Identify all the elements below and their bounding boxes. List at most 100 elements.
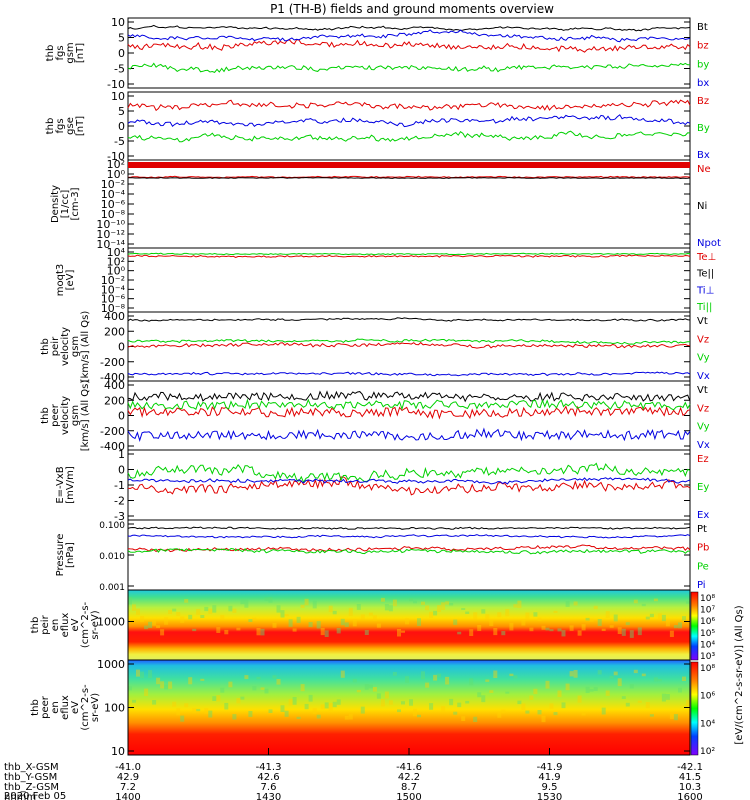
- colorbar-tick: 10⁸: [700, 664, 715, 674]
- pispec-texture: [136, 608, 140, 615]
- pespec-texture: [184, 703, 189, 708]
- pispec-texture: [581, 624, 586, 631]
- pespec-texture: [240, 696, 245, 700]
- y-tick-label: 10⁻⁴: [101, 283, 126, 296]
- y-axis-label: sr-eV): [90, 693, 101, 722]
- xaxis-value: -41.3: [256, 762, 282, 773]
- pespec-texture: [212, 696, 217, 701]
- y-axis-label: [mV/m]: [65, 466, 76, 504]
- pispec-texture: [669, 630, 674, 637]
- pispec-texture: [405, 618, 409, 625]
- y-tick-label: 0: [118, 120, 125, 133]
- pespec-texture: [364, 684, 369, 690]
- pispec-texture: [549, 629, 554, 632]
- y-axis-label: thb: [40, 407, 51, 424]
- pispec-texture: [332, 610, 337, 615]
- pispec-texture: [224, 629, 229, 635]
- panel-pivel: 400 200 0 -200 -400 thb peir velocity gsm [km/s] …: [40, 310, 710, 384]
- pespec-texture: [392, 672, 397, 676]
- legend-ti⊥: Ti⊥: [696, 285, 714, 296]
- colorbar-elec: 10⁸ 10⁶ 10⁴ 10²: [690, 661, 715, 757]
- xaxis-value: 1430: [256, 792, 281, 800]
- pespec-texture: [517, 700, 522, 705]
- xaxis-value: 42.9: [117, 772, 139, 783]
- xaxis-value: 41.5: [679, 772, 701, 783]
- pespec-texture: [641, 673, 646, 677]
- pespec-texture: [176, 708, 181, 716]
- legend-pe: Pe: [697, 561, 709, 572]
- pispec-texture: [469, 629, 474, 636]
- y-axis-label: velocity: [60, 396, 71, 435]
- pespec-texture: [360, 706, 365, 714]
- pispec-texture: [625, 622, 630, 626]
- legend-ni: Ni: [697, 201, 707, 212]
- pispec-texture: [252, 617, 257, 621]
- y-axis-label: [km/s] (All Qs): [80, 311, 91, 383]
- series-fgs_gsm-bx: [127, 29, 691, 43]
- pespec-texture: [284, 710, 289, 717]
- series-pivel-vx: [127, 371, 691, 377]
- pispec-texture: [264, 597, 269, 601]
- pispec-texture: [425, 605, 430, 611]
- y-axis-label: peir: [40, 614, 51, 634]
- y-tick-label: 10⁻¹²: [96, 228, 125, 241]
- pespec-texture: [637, 700, 642, 703]
- xaxis-value: -41.9: [537, 762, 563, 773]
- pespec-texture: [332, 701, 337, 708]
- pispec-texture: [453, 619, 458, 625]
- pespec-texture: [188, 677, 193, 685]
- y-tick-label: 10⁻¹⁰: [96, 218, 125, 231]
- y-axis-label: thb: [45, 118, 56, 135]
- pespec-texture: [497, 711, 502, 718]
- pispec-texture: [541, 625, 546, 630]
- pespec-texture: [180, 715, 185, 722]
- pespec-texture: [316, 714, 321, 719]
- pespec-texture: [645, 702, 650, 709]
- y-tick-label: 100: [104, 702, 125, 715]
- colorbar-tick: 10⁸: [700, 594, 715, 604]
- xaxis-value: 1530: [537, 792, 562, 800]
- pispec-texture: [316, 621, 321, 629]
- pispec-texture: [128, 597, 132, 605]
- pespec-texture: [425, 682, 430, 688]
- pispec-texture: [168, 610, 173, 614]
- y-axis-label: fgs: [55, 118, 66, 133]
- y-axis-label: [eV]: [65, 270, 76, 291]
- pespec-texture: [320, 704, 325, 710]
- legend-vx: Vx: [697, 371, 710, 382]
- colorbar-tick: 10⁷: [700, 606, 715, 616]
- pispec-texture: [561, 630, 566, 637]
- y-axis-label: moqt3: [55, 264, 66, 297]
- y-tick-label: 10⁻²: [101, 274, 125, 287]
- pispec-texture: [621, 628, 626, 636]
- y-tick-label: 200: [104, 325, 125, 338]
- y-axis-label: peer: [40, 695, 51, 719]
- y-axis-label: peir: [50, 336, 61, 356]
- y-tick-label: -1: [114, 479, 125, 492]
- pespec-texture: [613, 671, 618, 676]
- legend-vy: Vy: [697, 422, 710, 433]
- pispec-texture: [160, 629, 165, 636]
- panel-pressure: 0.100 0.010 0.001 Pressure [nPa] Pt Pb Pe Pi: [55, 519, 709, 593]
- pispec-texture: [156, 625, 161, 628]
- series-pivel-vz: [127, 341, 691, 349]
- series-pevel-vt: [127, 390, 691, 403]
- pispec-texture: [288, 619, 293, 627]
- legend-by: by: [697, 59, 709, 70]
- pespec-texture: [308, 694, 313, 702]
- legend-ti||: Ti||: [696, 302, 712, 313]
- pispec-texture: [505, 609, 510, 617]
- legend-vx: Vx: [697, 440, 710, 451]
- series-pevel-vx: [127, 427, 691, 442]
- pespec-texture: [485, 679, 490, 682]
- y-axis-label: fgs: [55, 45, 66, 60]
- pespec-texture: [461, 716, 466, 721]
- y-axis-label: Pressure: [55, 534, 66, 577]
- pispec-texture: [682, 616, 686, 621]
- pispec-texture: [300, 604, 305, 609]
- y-axis-label: gse: [65, 117, 76, 135]
- pespec-texture: [216, 695, 221, 702]
- pispec-texture: [397, 629, 401, 637]
